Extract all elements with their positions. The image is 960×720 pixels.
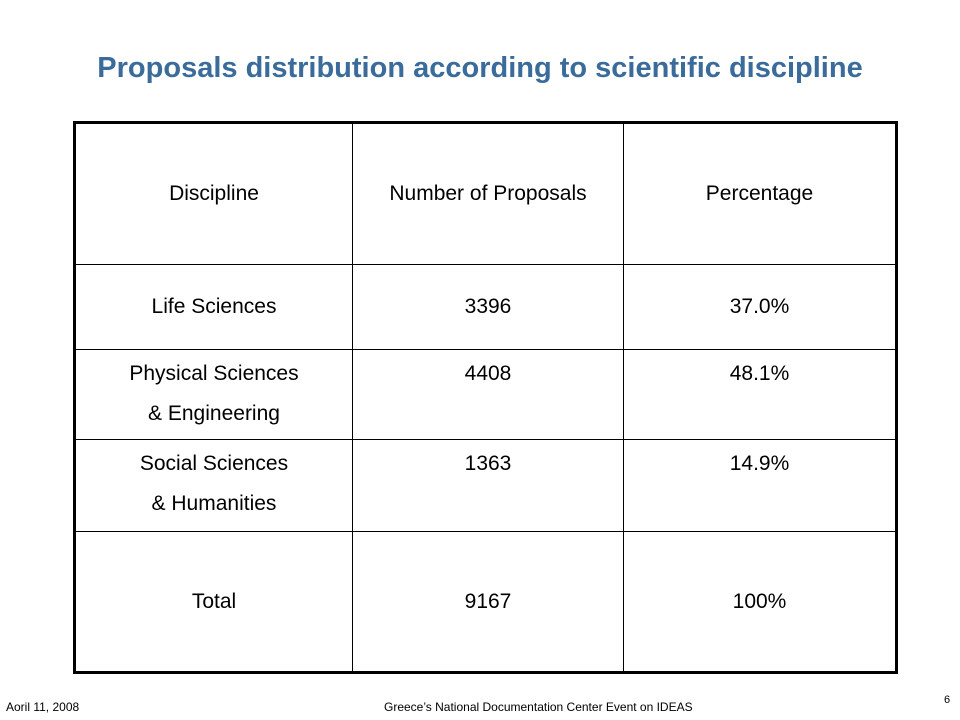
header-discipline: Discipline xyxy=(74,122,353,265)
footer-date: Aoril 11, 2008 xyxy=(6,700,80,714)
discipline-cell: Physical Sciences & Engineering xyxy=(74,349,353,440)
table-row: Social Sciences & Humanities 1363 14.9% xyxy=(74,439,897,532)
table-header-row: Discipline Number of Proposals Percentag… xyxy=(74,122,897,265)
percentage-cell: 48.1% xyxy=(623,349,897,440)
percentage-cell: 37.0% xyxy=(623,264,897,350)
discipline-label-line2: & Humanities xyxy=(151,492,277,515)
table-row: Physical Sciences & Engineering 4408 48.… xyxy=(74,349,897,440)
footer-event-text: Greece’s National Documentation Center E… xyxy=(384,700,693,714)
discipline-cell: Life Sciences xyxy=(74,264,353,350)
proposals-value: 1363 xyxy=(464,452,512,475)
percentage-value: 48.1% xyxy=(729,362,790,385)
proposals-cell: 9167 xyxy=(352,531,624,673)
discipline-label: Total xyxy=(191,589,237,613)
header-number-of-proposals: Number of Proposals xyxy=(352,122,624,265)
slide-title: Proposals distribution according to scie… xyxy=(97,52,863,84)
proposals-table: Discipline Number of Proposals Percentag… xyxy=(73,121,898,674)
discipline-label: Social Sciences xyxy=(139,452,289,475)
proposals-value: 4408 xyxy=(464,362,512,385)
percentage-cell: 14.9% xyxy=(623,439,897,532)
proposals-cell: 3396 xyxy=(352,264,624,350)
header-percentage: Percentage xyxy=(623,122,897,265)
percentage-value: 14.9% xyxy=(729,452,790,475)
discipline-label-line2: & Engineering xyxy=(148,402,280,425)
discipline-cell: Social Sciences & Humanities xyxy=(74,439,353,532)
percentage-cell: 100% xyxy=(623,531,897,673)
table-row-total: Total 9167 100% xyxy=(74,531,897,673)
table-row: Life Sciences 3396 37.0% xyxy=(74,264,897,350)
discipline-label: Physical Sciences xyxy=(129,362,299,385)
page-number: 6 xyxy=(944,694,951,706)
discipline-label: Life Sciences xyxy=(151,295,277,318)
proposals-cell: 1363 xyxy=(352,439,624,532)
proposals-cell: 4408 xyxy=(352,349,624,440)
discipline-cell: Total xyxy=(74,531,353,673)
